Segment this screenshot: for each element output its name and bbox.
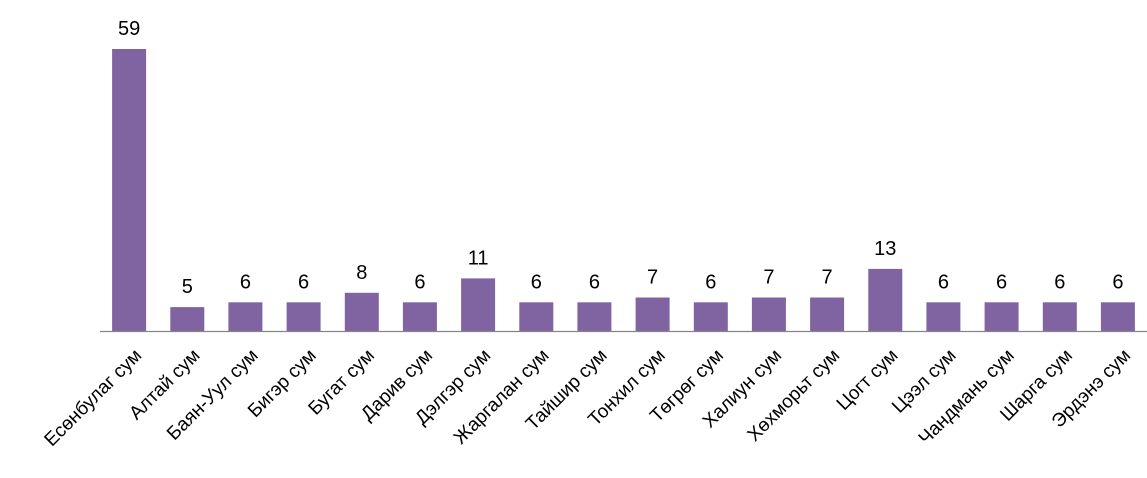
data-label: 8 [356, 262, 367, 284]
bar [810, 297, 845, 331]
value-labels-group: 59 5 6 6 8 6 11 6 6 7 6 7 7 13 6 6 6 6 [118, 18, 1123, 298]
bar [751, 297, 786, 331]
data-label: 6 [240, 271, 251, 293]
bar [635, 297, 670, 331]
bar [1042, 302, 1077, 331]
data-label: 6 [531, 271, 542, 293]
bars-group [112, 49, 1135, 331]
bar [868, 268, 903, 331]
bar [112, 49, 147, 331]
data-label: 7 [822, 267, 833, 289]
bar [228, 302, 263, 331]
bar [170, 307, 205, 331]
data-label: 6 [414, 271, 425, 293]
data-label: 7 [647, 267, 658, 289]
data-label: 6 [589, 271, 600, 293]
data-label: 13 [874, 238, 896, 260]
data-label: 11 [468, 247, 489, 269]
data-label: 6 [705, 271, 716, 293]
data-label: 6 [298, 271, 309, 293]
bar [344, 292, 379, 331]
data-label: 6 [996, 271, 1007, 293]
bar [984, 302, 1019, 331]
data-label: 7 [763, 267, 774, 289]
data-label: 6 [1112, 271, 1123, 293]
data-label: 6 [938, 271, 949, 293]
bar [402, 302, 437, 331]
bar [926, 302, 961, 331]
data-label: 59 [118, 18, 140, 40]
data-label: 6 [1054, 271, 1065, 293]
bar [577, 302, 612, 331]
bar [286, 302, 321, 331]
bar [519, 302, 554, 331]
bar [1100, 302, 1135, 331]
bar [693, 302, 728, 331]
data-label: 5 [182, 276, 193, 298]
x-tick-label: Есөнбулаг сум [41, 345, 147, 451]
bar [461, 278, 496, 331]
